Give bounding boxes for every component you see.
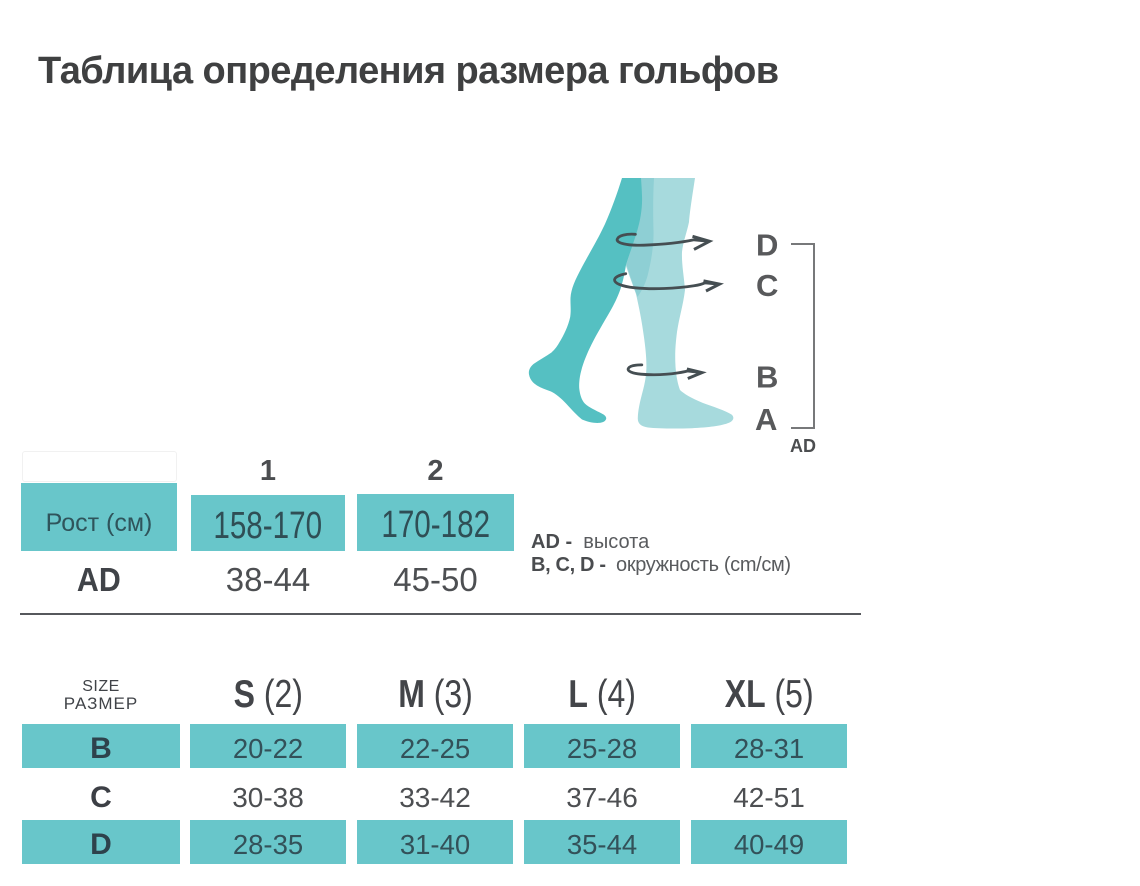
svg-text:A: A bbox=[755, 402, 777, 437]
svg-text:C: C bbox=[756, 268, 778, 303]
svg-text:AD: AD bbox=[790, 436, 816, 456]
svg-text:D: D bbox=[756, 228, 778, 263]
svg-text:B: B bbox=[756, 360, 778, 395]
